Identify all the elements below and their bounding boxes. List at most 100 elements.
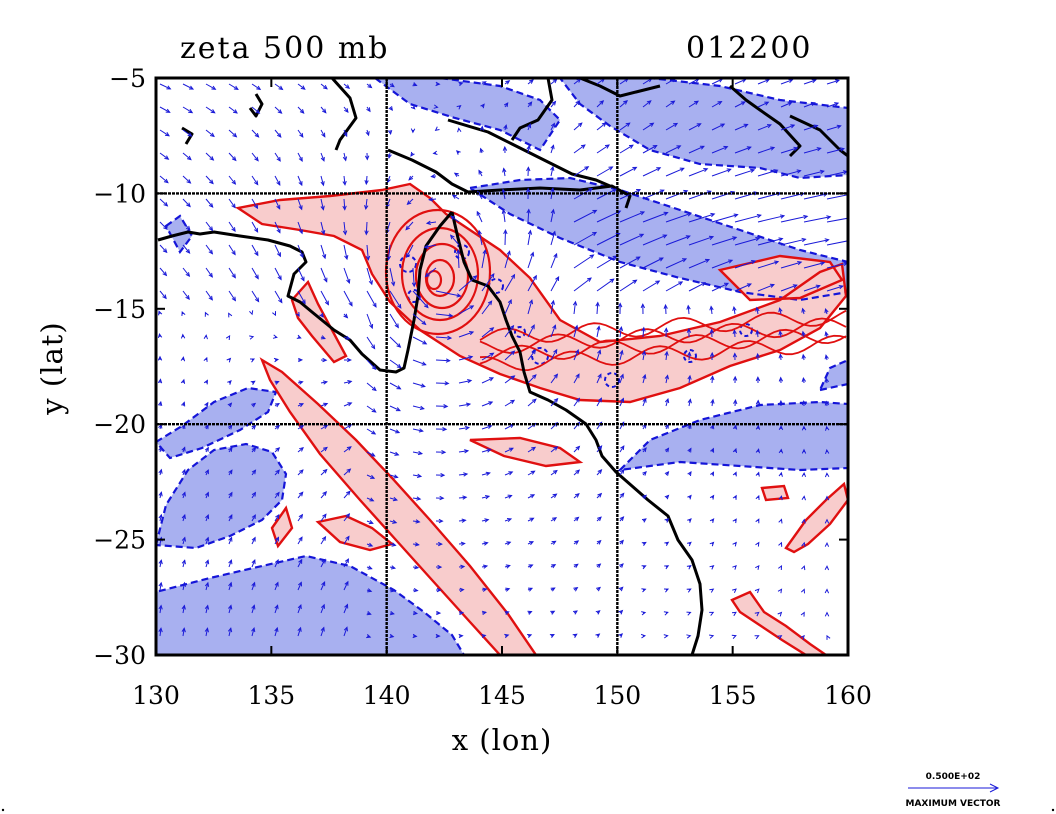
wind-vector-head xyxy=(185,272,191,277)
wind-vector-head xyxy=(251,604,256,610)
wind-vector-head xyxy=(456,249,461,255)
wind-vector-head xyxy=(686,611,692,616)
wind-vector-head xyxy=(428,197,434,202)
wind-vector xyxy=(182,152,192,160)
wind-vector-head xyxy=(619,373,624,379)
wind-vector-head xyxy=(203,356,208,362)
wind-vector-head xyxy=(344,108,349,114)
wind-vector-head xyxy=(438,518,444,524)
wind-vector xyxy=(826,217,848,223)
wind-vector-head xyxy=(342,180,347,186)
wind-vector xyxy=(365,175,368,185)
wind-vector xyxy=(251,221,259,233)
negative-region xyxy=(620,402,848,470)
wind-vector-head xyxy=(709,611,715,616)
wind-vector-head xyxy=(181,604,186,610)
wind-vector xyxy=(320,129,326,137)
wind-vector-head xyxy=(231,296,237,302)
wind-vector-head xyxy=(323,277,328,283)
wind-vector-head xyxy=(468,355,474,360)
positive-region xyxy=(470,438,580,466)
wind-vector-head xyxy=(751,260,757,265)
wind-vector xyxy=(159,83,171,90)
wind-vector-head xyxy=(250,380,256,385)
wind-vector xyxy=(389,451,399,456)
wind-vector-head xyxy=(208,249,214,255)
wind-vector-head xyxy=(839,147,846,152)
wind-vector-head xyxy=(346,357,352,363)
wind-vector-head xyxy=(732,375,738,381)
wind-vector-head xyxy=(392,496,398,502)
wind-vector-head xyxy=(800,611,805,617)
wind-vector-head xyxy=(181,536,186,542)
vector-key-value: 0.500E+02 xyxy=(926,772,981,782)
wind-vector-head xyxy=(369,497,375,502)
wind-vector xyxy=(573,122,583,131)
wind-vector-head xyxy=(166,85,172,90)
wind-vector-head xyxy=(755,424,761,430)
wind-vector xyxy=(228,582,232,591)
wind-vector xyxy=(573,325,578,338)
wind-vector xyxy=(274,175,281,186)
wind-vector-head xyxy=(641,541,647,546)
wind-vector xyxy=(274,83,283,90)
wind-vector-head xyxy=(550,610,556,615)
negative-contour xyxy=(616,400,848,472)
wind-vector xyxy=(320,290,329,305)
wind-vector-head xyxy=(481,610,488,616)
wind-vector-head xyxy=(686,634,692,639)
wind-vector xyxy=(757,79,770,85)
wind-vector-head xyxy=(663,634,669,639)
wind-vector xyxy=(733,307,736,315)
wind-vector-head xyxy=(778,541,783,547)
wind-vector xyxy=(642,122,654,131)
wind-vector xyxy=(343,198,346,210)
wind-vector-head xyxy=(597,516,602,522)
wind-vector xyxy=(320,221,325,235)
wind-vector-head xyxy=(504,610,510,615)
wind-vector-head xyxy=(620,397,624,403)
wind-vector-head xyxy=(320,181,325,187)
wind-vector-head xyxy=(664,541,670,547)
wind-vector xyxy=(297,514,303,522)
positive-vorticity-regions xyxy=(238,184,848,655)
wind-vector xyxy=(274,559,279,568)
wind-vector-head xyxy=(743,123,749,128)
wind-vector-head xyxy=(619,349,624,355)
wind-vector-head xyxy=(506,518,513,523)
wind-vector-head xyxy=(372,302,377,308)
wind-vector-head xyxy=(321,558,326,564)
wind-vector-head xyxy=(298,513,304,519)
wind-vector xyxy=(297,469,304,476)
wind-vector-head xyxy=(620,445,625,451)
wind-vector xyxy=(642,374,646,384)
wind-vector-head xyxy=(764,101,770,106)
wind-vector xyxy=(159,175,169,183)
positive-contour xyxy=(717,254,844,302)
y-tick-label: −20 xyxy=(93,410,146,439)
wind-vector-head xyxy=(635,256,641,261)
wind-vector xyxy=(389,313,399,328)
wind-vector xyxy=(297,582,302,591)
wind-vector-head xyxy=(769,283,775,288)
wind-vector xyxy=(320,514,327,522)
wind-vector-head xyxy=(299,109,305,114)
wind-vector xyxy=(228,175,236,185)
wind-vector-head xyxy=(464,425,471,431)
wind-vector-head xyxy=(507,494,513,499)
wind-vector-head xyxy=(276,252,281,258)
wind-vector-head xyxy=(686,327,692,333)
wind-vector xyxy=(527,349,536,361)
wind-vector-head xyxy=(663,327,669,333)
wind-vector xyxy=(573,100,580,108)
positive-region xyxy=(786,484,848,552)
wind-vector-head xyxy=(297,604,302,610)
wind-vector xyxy=(481,449,491,453)
wind-vector xyxy=(619,122,630,131)
wind-vector-head xyxy=(254,132,260,138)
wind-vector-head xyxy=(646,100,652,105)
wind-vector-head xyxy=(298,491,304,497)
wind-vector xyxy=(297,129,304,138)
wind-vector-head xyxy=(664,471,670,476)
wind-vector xyxy=(596,398,602,407)
